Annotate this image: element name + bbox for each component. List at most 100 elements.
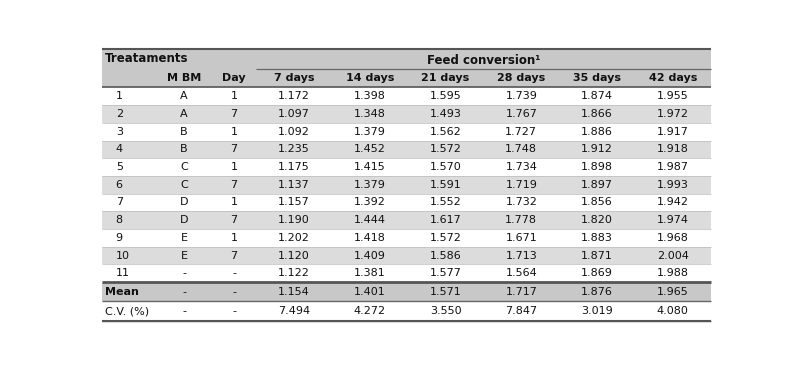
Text: 8: 8	[116, 215, 123, 225]
Text: 11: 11	[116, 268, 130, 278]
Text: 1.572: 1.572	[430, 233, 462, 243]
Text: 1.886: 1.886	[581, 126, 613, 137]
Text: 7 days: 7 days	[274, 73, 315, 83]
Text: 1.866: 1.866	[581, 109, 613, 119]
Text: 1: 1	[231, 126, 238, 137]
Text: 1.154: 1.154	[278, 287, 310, 297]
Text: 3: 3	[116, 126, 123, 137]
Text: 1.942: 1.942	[657, 197, 689, 208]
Text: 3.019: 3.019	[581, 306, 613, 316]
Text: 1.856: 1.856	[581, 197, 613, 208]
Text: 1.571: 1.571	[430, 287, 462, 297]
Text: 1.172: 1.172	[278, 91, 310, 101]
Text: 9: 9	[116, 233, 123, 243]
Bar	[102, 158, 711, 176]
Text: A: A	[180, 91, 188, 101]
Text: 1.595: 1.595	[430, 91, 462, 101]
Text: 1.572: 1.572	[430, 144, 462, 154]
Text: 1.767: 1.767	[505, 109, 538, 119]
Bar	[102, 229, 711, 247]
Bar	[102, 211, 711, 229]
Text: 5: 5	[116, 162, 123, 172]
Text: 1.739: 1.739	[505, 91, 538, 101]
Text: 1.871: 1.871	[581, 251, 613, 261]
Text: 1.562: 1.562	[430, 126, 462, 137]
Text: 1.713: 1.713	[505, 251, 537, 261]
Bar	[102, 176, 711, 194]
Text: 1.671: 1.671	[505, 233, 537, 243]
Text: 1.120: 1.120	[278, 251, 310, 261]
Text: 1: 1	[231, 162, 238, 172]
Text: 35 days: 35 days	[573, 73, 621, 83]
Text: 1.092: 1.092	[278, 126, 310, 137]
Text: 1.993: 1.993	[657, 180, 688, 190]
Bar	[102, 247, 711, 265]
Bar	[102, 49, 711, 69]
Text: 7: 7	[231, 215, 238, 225]
Bar	[102, 301, 711, 320]
Text: -: -	[232, 268, 236, 278]
Bar	[102, 87, 711, 105]
Text: D: D	[180, 197, 188, 208]
Text: -: -	[232, 306, 236, 316]
Text: 1.552: 1.552	[430, 197, 462, 208]
Text: 1.415: 1.415	[354, 162, 385, 172]
Text: C.V. (%): C.V. (%)	[105, 306, 149, 316]
Text: 1.965: 1.965	[657, 287, 688, 297]
Bar	[102, 69, 711, 87]
Text: 1.409: 1.409	[354, 251, 386, 261]
Text: 7: 7	[231, 109, 238, 119]
Text: 1.401: 1.401	[354, 287, 385, 297]
Text: 21 days: 21 days	[422, 73, 469, 83]
Text: 1.137: 1.137	[278, 180, 310, 190]
Text: 1.918: 1.918	[657, 144, 688, 154]
Text: 1.097: 1.097	[278, 109, 310, 119]
Bar	[102, 105, 711, 123]
Text: 1.988: 1.988	[657, 268, 689, 278]
Text: 1.617: 1.617	[430, 215, 462, 225]
Text: 1.452: 1.452	[354, 144, 386, 154]
Bar	[102, 140, 711, 158]
Text: 1.912: 1.912	[581, 144, 613, 154]
Text: C: C	[180, 180, 188, 190]
Bar	[102, 123, 711, 140]
Text: 1.190: 1.190	[278, 215, 310, 225]
Text: 7: 7	[231, 144, 238, 154]
Text: 1.883: 1.883	[581, 233, 613, 243]
Text: 6: 6	[116, 180, 123, 190]
Text: 1.591: 1.591	[430, 180, 462, 190]
Text: 1.820: 1.820	[581, 215, 613, 225]
Text: 1.897: 1.897	[581, 180, 613, 190]
Text: 1.175: 1.175	[278, 162, 310, 172]
Text: 1.570: 1.570	[430, 162, 462, 172]
Text: 1.122: 1.122	[278, 268, 310, 278]
Text: 1: 1	[231, 233, 238, 243]
Text: Day: Day	[222, 73, 246, 83]
Text: -: -	[182, 268, 186, 278]
Text: E: E	[181, 251, 187, 261]
Text: 7: 7	[231, 251, 238, 261]
Text: 42 days: 42 days	[649, 73, 697, 83]
Text: 1.586: 1.586	[430, 251, 462, 261]
Text: 7.494: 7.494	[278, 306, 310, 316]
Text: 10: 10	[116, 251, 130, 261]
Text: 1.778: 1.778	[505, 215, 538, 225]
Text: 1.734: 1.734	[505, 162, 538, 172]
Text: A: A	[180, 109, 188, 119]
Text: D: D	[180, 215, 188, 225]
Text: 1.968: 1.968	[657, 233, 688, 243]
Text: -: -	[182, 306, 186, 316]
Text: 4: 4	[116, 144, 123, 154]
Text: 1.398: 1.398	[354, 91, 386, 101]
Text: C: C	[180, 162, 188, 172]
Text: 1.381: 1.381	[354, 268, 385, 278]
Text: 1.348: 1.348	[354, 109, 386, 119]
Bar	[102, 265, 711, 282]
Text: 1: 1	[116, 91, 123, 101]
Text: 1.917: 1.917	[657, 126, 688, 137]
Text: 1: 1	[231, 91, 238, 101]
Text: 1.876: 1.876	[581, 287, 613, 297]
Text: B: B	[180, 126, 188, 137]
Text: E: E	[181, 233, 187, 243]
Bar	[102, 194, 711, 211]
